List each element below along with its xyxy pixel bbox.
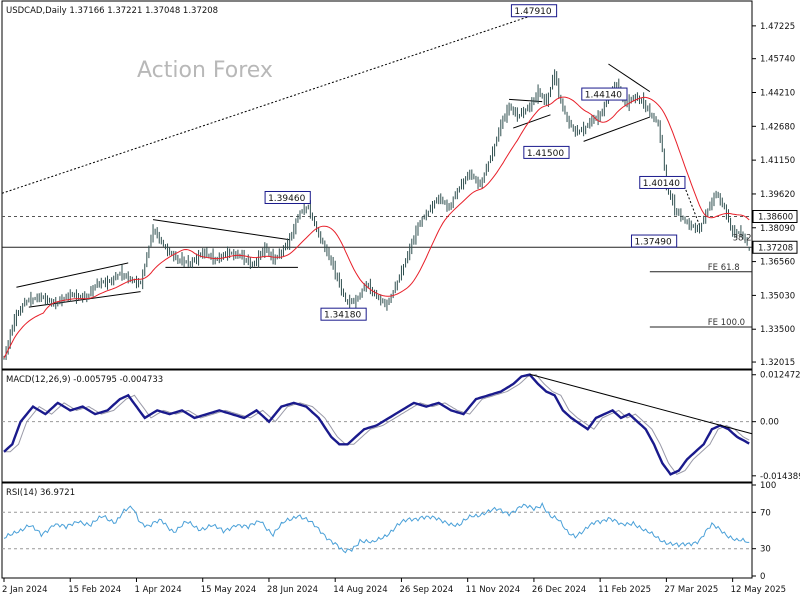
resistance-price-box [752, 209, 798, 223]
trendlines [1, 10, 700, 308]
price-panel: USDCAD,Daily 1.37166 1.37221 1.37048 1.3… [1, 0, 798, 370]
rsi-header: RSI(14) 36.9721 [6, 488, 75, 498]
rsi-panel: RSI(14) 36.9721 100 70 30 0 [1, 481, 776, 582]
x-tick-label: 2 Jan 2024 [2, 585, 48, 595]
x-tick-label: 26 Sep 2024 [399, 585, 453, 595]
rsi-y-tick-label: 100 [760, 481, 776, 491]
x-tick-label: 28 Jun 2024 [267, 585, 318, 595]
macd-header: MACD(12,26,9) -0.005795 -0.004733 [6, 375, 163, 385]
price-annotation-label: 1.44140 [585, 91, 622, 101]
price-annotation-box [320, 307, 367, 321]
x-axis: 2 Jan 2024 15 Feb 2024 1 Apr 2024 15 May 20… [2, 578, 786, 595]
x-tick-label: 27 Mar 2025 [664, 585, 718, 595]
rsi-panel-border [1, 482, 753, 579]
price-levels: 1.38600 1.37208 [2, 209, 798, 328]
wedge-lower-line [583, 116, 651, 142]
price-annotation-label: 1.47910 [514, 7, 551, 17]
x-tick-label: 1 Apr 2024 [134, 585, 181, 595]
price-y-tick-label: 1.32015 [760, 358, 795, 368]
macd-y-tick-label: -0.014389 [760, 472, 800, 482]
x-tick-label: 11 Feb 2025 [598, 585, 651, 595]
macd-y-tick-label: 0.012472 [760, 371, 800, 381]
macd-y-axis: 0.012472 0.00 -0.014389 [752, 371, 800, 482]
price-annotation-label: 1.39460 [268, 194, 305, 204]
flag-upper-line [509, 98, 543, 103]
price-annotation-box [264, 190, 311, 204]
price-header: USDCAD,Daily 1.37166 1.37221 1.37048 1.3… [6, 6, 218, 16]
price-y-tick-label: 1.42680 [760, 122, 795, 132]
resistance-price-label: 1.38600 [758, 212, 793, 222]
price-annotation-box [523, 145, 570, 159]
rsi-y-tick-label: 30 [760, 545, 771, 555]
price-y-tick-label: 1.38090 [760, 224, 795, 234]
macd-panel: MACD(12,26,9) -0.005795 -0.004733 0.0124… [1, 369, 800, 483]
price-y-tick-label: 1.47225 [760, 22, 795, 32]
macd-line [3, 373, 750, 476]
price-annotation-box [639, 175, 686, 189]
price-y-axis: 1.47225 1.45740 1.44210 1.42680 1.41150 1.396… [752, 22, 795, 368]
channel-upper-line [16, 262, 129, 288]
rsi-y-tick-label: 0 [760, 572, 765, 582]
x-tick-label: 15 May 2024 [201, 585, 256, 595]
watermark: Action Forex [137, 58, 273, 83]
price-annotation-label: 1.34180 [324, 311, 361, 321]
macd-trendline [529, 373, 753, 435]
fib-annotation-label: 38.2 [733, 234, 752, 244]
price-y-tick-label: 1.39620 [760, 190, 795, 200]
price-y-tick-label: 1.33500 [760, 325, 795, 335]
candle-series [3, 69, 750, 360]
current-price-box [752, 240, 798, 254]
current-price-label: 1.37208 [758, 243, 793, 253]
x-tick-label: 15 Feb 2024 [68, 585, 121, 595]
price-annotation-box [581, 87, 628, 101]
macd-y-tick-label: 0.00 [760, 418, 779, 428]
price-annotation-label: 1.41500 [527, 149, 564, 159]
price-annotations: 1.47910 1.39460 1.34180 1.41500 1.44140 1.401… [264, 4, 752, 328]
price-y-tick-label: 1.45740 [760, 55, 795, 65]
price-y-tick-label: 1.41150 [760, 156, 795, 166]
price-annotation-box [630, 234, 678, 248]
price-y-tick-label: 1.35030 [760, 291, 795, 301]
triangle-upper-line [152, 219, 290, 241]
fib-annotation-label: FE 100.0 [708, 318, 745, 328]
x-tick-label: 11 Nov 2024 [466, 585, 520, 595]
rsi-y-tick-label: 70 [760, 508, 771, 518]
price-annotation-label: 1.40140 [643, 179, 680, 189]
price-y-tick-label: 1.44210 [760, 89, 795, 99]
price-y-tick-label: 1.36560 [760, 258, 795, 268]
moving-average-line [3, 96, 750, 359]
wedge-upper-line [608, 63, 651, 93]
x-tick-label: 12 May 2025 [731, 585, 786, 595]
flag-lower-line [513, 114, 551, 129]
rsi-y-axis: 100 70 30 0 [752, 481, 776, 582]
price-annotation-label: 1.37490 [634, 238, 671, 248]
price-annotation-box [510, 4, 558, 18]
fib-annotation-label: FE 61.8 [708, 263, 740, 273]
x-tick-label: 14 Aug 2024 [333, 585, 387, 595]
rsi-line [3, 502, 750, 554]
macd-panel-border [1, 369, 753, 483]
x-tick-label: 26 Dec 2024 [532, 585, 586, 595]
price-panel-border [1, 0, 753, 370]
